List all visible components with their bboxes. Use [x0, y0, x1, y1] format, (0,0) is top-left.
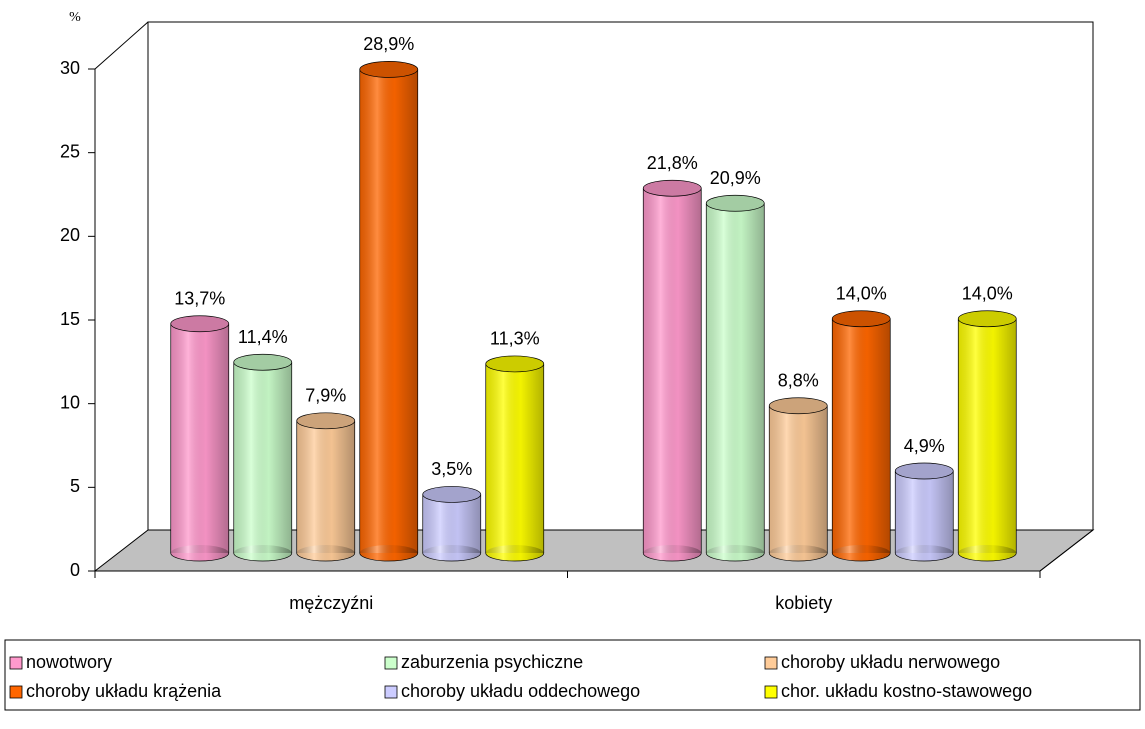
bar-bottom-shade — [832, 545, 891, 561]
legend-label: nowotwory — [26, 652, 112, 672]
bar-shade — [958, 318, 1017, 553]
bar-top — [831, 310, 891, 328]
bar-bottom-shade — [170, 545, 229, 561]
data-label: 8,8% — [778, 370, 819, 390]
legend-swatch — [9, 656, 23, 670]
bar — [296, 412, 356, 562]
data-label: 13,7% — [174, 289, 225, 309]
data-label: 7,9% — [305, 386, 346, 406]
data-label: 14,0% — [836, 283, 887, 303]
y-tick-label: 0 — [70, 560, 80, 580]
bar-shade — [832, 318, 891, 553]
y-axis-depth — [94, 21, 149, 70]
legend-swatch — [9, 685, 23, 699]
y-tick-label: 20 — [60, 225, 80, 245]
data-label: 3,5% — [431, 459, 472, 479]
y-tick-label: 15 — [60, 309, 80, 329]
legend — [4, 639, 1141, 711]
bar-top — [233, 353, 293, 371]
bar-bottom-shade — [233, 545, 292, 561]
bar-top — [422, 486, 482, 503]
x-tick-label: kobiety — [775, 593, 832, 613]
bar-shade — [706, 203, 765, 554]
bar-bottom-shade — [643, 545, 702, 561]
legend-label: choroby układu nerwowego — [781, 652, 1000, 672]
bar-top — [296, 412, 356, 430]
bar-top — [705, 194, 765, 212]
bar-top — [170, 315, 230, 333]
y-tick-label: 10 — [60, 392, 80, 412]
bar-top — [957, 310, 1017, 328]
bar-shade — [485, 363, 544, 553]
bar-shade — [296, 420, 355, 553]
y-tick-label: 25 — [60, 141, 80, 161]
legend-swatch — [764, 656, 778, 670]
back-wall — [147, 21, 1094, 530]
bar-top — [642, 179, 702, 197]
bar-bottom-shade — [485, 545, 544, 561]
bar-shade — [643, 188, 702, 554]
bar — [705, 194, 765, 562]
legend-swatch — [764, 685, 778, 699]
bar-shade — [170, 323, 229, 553]
data-label: 11,3% — [490, 329, 540, 349]
data-label: 4,9% — [904, 436, 945, 456]
bar — [642, 179, 702, 562]
x-tick-label: mężczyźni — [289, 593, 373, 613]
bar-top — [768, 397, 828, 415]
legend-label: choroby układu krążenia — [26, 681, 222, 701]
bar-shade — [233, 362, 292, 553]
bar-bottom-shade — [706, 545, 765, 561]
data-label: 28,9% — [363, 34, 414, 54]
bar — [485, 355, 545, 562]
bar — [768, 397, 828, 562]
bar — [894, 462, 954, 562]
legend-swatch — [384, 685, 398, 699]
y-tick-label: 30 — [60, 58, 80, 78]
bar-bottom-shade — [895, 545, 954, 561]
bar — [422, 486, 482, 562]
bar-bottom-shade — [359, 545, 418, 561]
x-axis-depth — [1039, 529, 1094, 572]
bar-top — [485, 355, 545, 373]
bar — [831, 310, 891, 562]
bar-bottom-shade — [296, 545, 355, 561]
legend-label: choroby układu oddechowego — [401, 681, 640, 701]
bar — [233, 353, 293, 562]
bar-shade — [359, 69, 418, 553]
bar-top — [359, 61, 419, 78]
bar-bottom-shade — [769, 545, 828, 561]
bar — [957, 310, 1017, 562]
bar-shade — [895, 471, 954, 553]
legend-swatch — [384, 656, 398, 670]
data-label: 21,8% — [647, 153, 698, 173]
bar-top — [894, 462, 954, 480]
data-label: 14,0% — [962, 283, 1013, 303]
bar-bottom-shade — [422, 545, 481, 561]
y-tick-label: 5 — [70, 476, 80, 496]
bar — [170, 315, 230, 562]
legend-label: zaburzenia psychiczne — [401, 652, 583, 672]
data-label: 20,9% — [710, 168, 761, 188]
y-axis-label: % — [69, 10, 81, 25]
bar-shade — [422, 494, 481, 553]
bar-bottom-shade — [958, 545, 1017, 561]
legend-label: chor. układu kostno-stawowego — [781, 681, 1032, 701]
bar-shade — [769, 405, 828, 553]
data-label: 11,4% — [238, 327, 288, 347]
bar — [359, 61, 419, 562]
